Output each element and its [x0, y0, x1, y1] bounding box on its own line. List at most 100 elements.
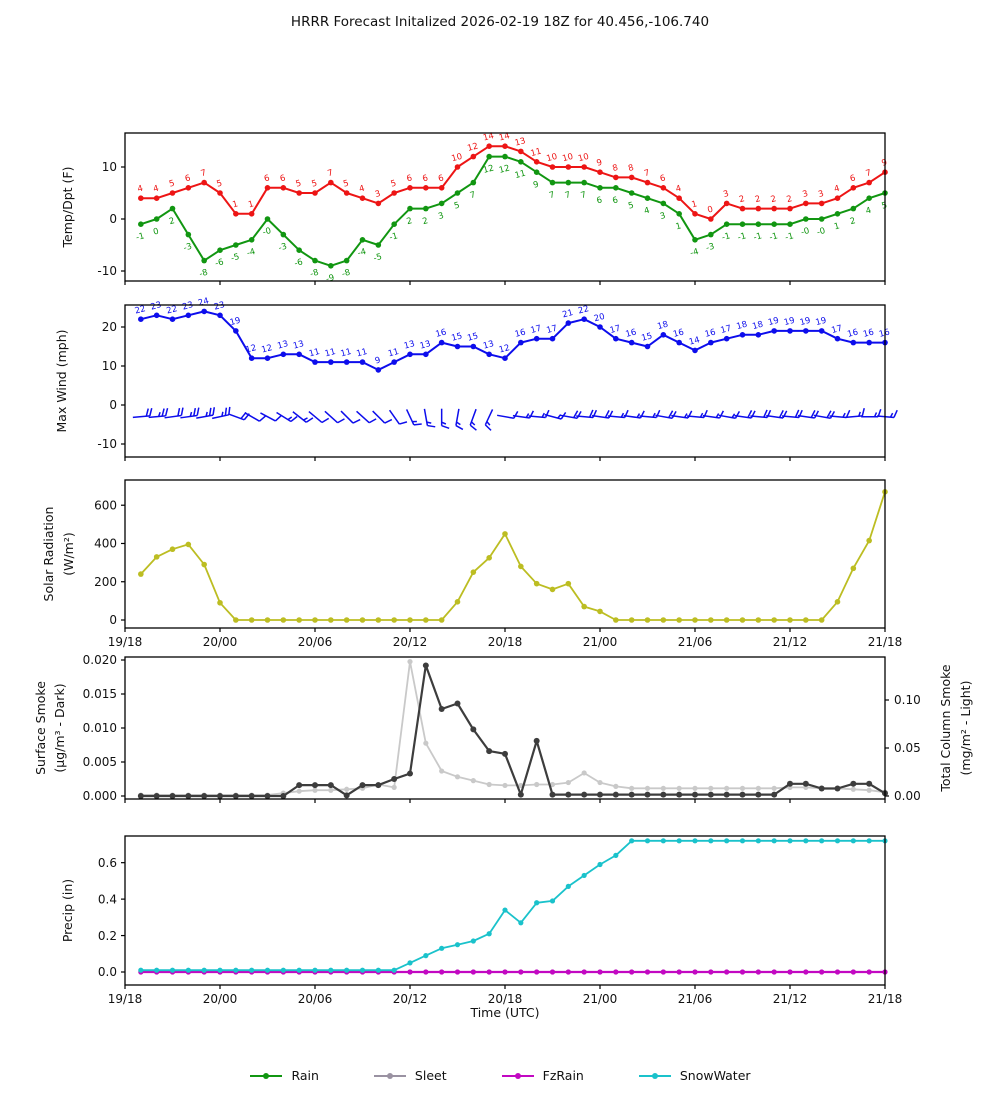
- data-point: [676, 195, 682, 201]
- point-label: 11: [324, 347, 337, 359]
- data-point: [153, 554, 160, 560]
- point-label: 22: [134, 304, 147, 316]
- data-point: [217, 247, 223, 253]
- point-label: -1: [768, 231, 779, 243]
- data-point: [818, 328, 825, 334]
- data-point: [185, 231, 192, 238]
- point-label: -5: [230, 252, 241, 264]
- data-point: [692, 785, 698, 791]
- y-tick-right-label: 0.05: [894, 741, 921, 755]
- data-point: [328, 617, 334, 623]
- point-label: 7: [326, 168, 334, 179]
- wind-barb: [324, 410, 345, 424]
- data-point: [201, 561, 207, 568]
- point-label: 17: [720, 324, 733, 336]
- data-point: [486, 351, 492, 358]
- point-label: 6: [263, 173, 271, 184]
- point-label: 13: [276, 339, 289, 351]
- x-tick-label: 20/06: [298, 992, 333, 1006]
- data-point: [359, 967, 366, 973]
- data-point: [818, 617, 825, 623]
- point-label: 2: [421, 216, 429, 227]
- wind-barb: [797, 410, 820, 419]
- data-point: [264, 355, 271, 362]
- point-label: 10: [450, 152, 463, 164]
- point-label: 15: [450, 331, 463, 343]
- point-label: 1: [247, 199, 255, 210]
- point-label: 9: [374, 355, 382, 366]
- y-axis-label: (W/m²): [61, 532, 76, 576]
- data-point: [169, 793, 176, 799]
- data-point: [534, 900, 540, 906]
- legend-item-snowwater: SnowWater: [638, 1068, 751, 1083]
- data-point: [328, 263, 334, 269]
- point-label: 11: [355, 347, 368, 359]
- data-point: [518, 920, 524, 926]
- point-label: 7: [200, 168, 208, 179]
- wind-barb: [372, 410, 393, 424]
- data-point: [692, 211, 698, 217]
- data-point: [787, 780, 793, 787]
- point-label: 23: [213, 300, 226, 312]
- data-point: [707, 791, 714, 798]
- data-point: [676, 791, 683, 798]
- point-label: 5: [295, 179, 303, 190]
- point-label: 2: [738, 194, 746, 205]
- data-point: [850, 205, 857, 212]
- y-axis-label: Surface Smoke: [33, 681, 48, 775]
- data-point: [169, 967, 176, 973]
- data-point: [549, 586, 556, 593]
- data-point: [518, 159, 524, 165]
- data-point: [533, 159, 540, 165]
- data-point: [644, 617, 651, 623]
- data-point: [533, 169, 540, 175]
- data-point: [138, 571, 144, 577]
- data-point: [629, 969, 635, 975]
- data-point: [708, 969, 714, 975]
- data-point: [217, 599, 223, 606]
- data-point: [533, 737, 540, 744]
- data-point: [312, 257, 318, 264]
- data-point: [771, 785, 777, 791]
- data-point: [280, 351, 287, 358]
- panel-frame: [124, 479, 886, 629]
- point-label: 6: [849, 173, 857, 184]
- data-point: [866, 787, 872, 793]
- point-label: 17: [545, 324, 558, 336]
- data-point: [565, 580, 572, 587]
- data-point: [644, 785, 651, 791]
- data-point: [185, 185, 192, 191]
- data-point: [660, 969, 666, 975]
- data-point: [185, 793, 192, 799]
- point-label: -8: [341, 268, 352, 280]
- legend-label: Rain: [291, 1068, 319, 1083]
- data-point: [391, 776, 398, 782]
- y-tick-label: -10: [97, 437, 117, 451]
- data-point: [375, 617, 382, 623]
- data-point: [423, 953, 429, 959]
- point-label: 4: [865, 206, 873, 217]
- data-point: [344, 967, 350, 973]
- point-label: 7: [469, 190, 477, 201]
- data-point: [565, 320, 572, 326]
- point-label: 9: [532, 180, 540, 191]
- data-point: [502, 750, 508, 757]
- data-point: [201, 179, 207, 186]
- wind-barb: [244, 412, 266, 422]
- data-point: [248, 355, 255, 362]
- point-label: 1: [833, 221, 841, 232]
- wind-barb: [560, 410, 582, 420]
- data-point: [755, 791, 762, 798]
- point-label: 16: [862, 327, 875, 339]
- data-point: [866, 537, 872, 544]
- point-label: 13: [514, 136, 527, 148]
- point-label: 10: [545, 152, 558, 164]
- data-point: [581, 164, 587, 170]
- data-point: [375, 242, 382, 248]
- legend: Rain Sleet FzRain SnowWater: [0, 1068, 1000, 1083]
- y-tick-label: 600: [94, 498, 117, 512]
- point-label: 13: [403, 339, 416, 351]
- point-label: 23: [150, 300, 163, 312]
- point-label: 23: [181, 300, 194, 312]
- data-point: [185, 967, 191, 973]
